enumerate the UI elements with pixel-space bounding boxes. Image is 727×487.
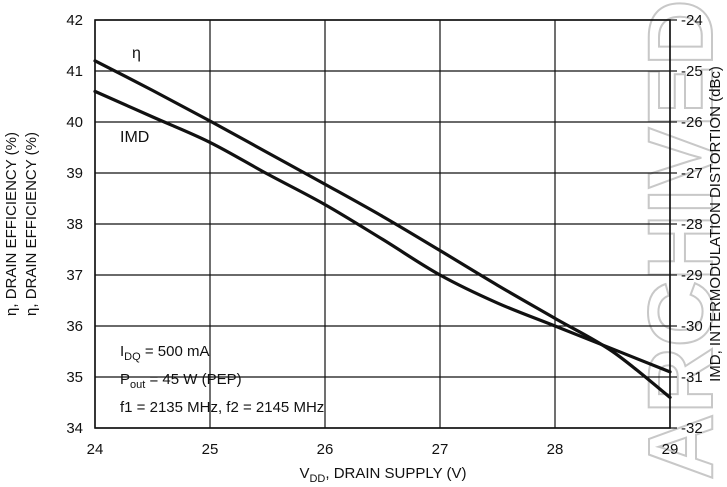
y-left-tick-label: 38 [66,216,83,233]
y-left-axis-label-1: η, DRAIN EFFICIENCY (%) [3,132,20,316]
y-left-tick-label: 36 [66,318,83,335]
series-line-eta [93,59,672,399]
y-left-tick-label: 37 [66,267,83,284]
y-right-tick-label: -24 [681,12,703,29]
y-right-tick-label: -32 [681,420,703,437]
y-left-tick-label: 39 [66,165,83,182]
y-left-tick-labels: 34 35 36 37 38 39 40 41 42 [66,12,83,437]
series-label-eta: η [132,45,141,62]
y-left-tick-label: 35 [66,369,83,386]
series-label-imd: IMD [120,129,149,146]
y-right-tick-label: -28 [681,216,703,233]
x-tick-label: 28 [547,441,564,458]
series-line-imd [93,89,672,374]
y-right-tick-label: -29 [681,267,703,284]
y-right-tick-label: -27 [681,165,703,182]
y-right-tick-labels: -32 -31 -30 -29 -28 -27 -26 -25 -24 [681,12,703,437]
annotation-frequencies: f1 = 2135 MHz, f2 = 2145 MHz [120,399,324,416]
x-tick-label: 27 [432,441,449,458]
y-right-tick-label: -30 [681,318,703,335]
x-tick-label: 24 [87,441,104,458]
x-tick-labels: 24 25 26 27 28 29 [87,441,679,458]
y-right-axis-label: IMD, INTERMODULATION DISTORTION (dBc) [707,66,724,382]
y-right-tick-label: -26 [681,114,703,131]
y-right-tick-label: -25 [681,63,703,80]
conditions-annotation: IDQ = 500 mA Pout = 45 W (PEP) f1 = 2135… [120,343,324,416]
grid-lines [94,19,677,429]
x-tick-label: 26 [317,441,334,458]
y-right-tick-label: -31 [681,369,703,386]
plot-frame [94,19,671,429]
annotation-pout: Pout = 45 W (PEP) [120,371,242,391]
y-left-tick-label: 40 [66,114,83,131]
y-left-axis-label-2: η, DRAIN EFFICIENCY (%) [23,132,40,316]
data-series [93,59,672,399]
y-left-tick-label: 42 [66,12,83,29]
annotation-idq: IDQ = 500 mA [120,343,209,363]
x-tick-label: 29 [662,441,679,458]
x-axis-label: VDD, DRAIN SUPPLY (V) [299,465,466,485]
watermark-text: ARCHIVED [630,0,727,480]
x-tick-label: 25 [202,441,219,458]
y-left-tick-label: 41 [66,63,83,80]
y-left-tick-label: 34 [66,420,83,437]
